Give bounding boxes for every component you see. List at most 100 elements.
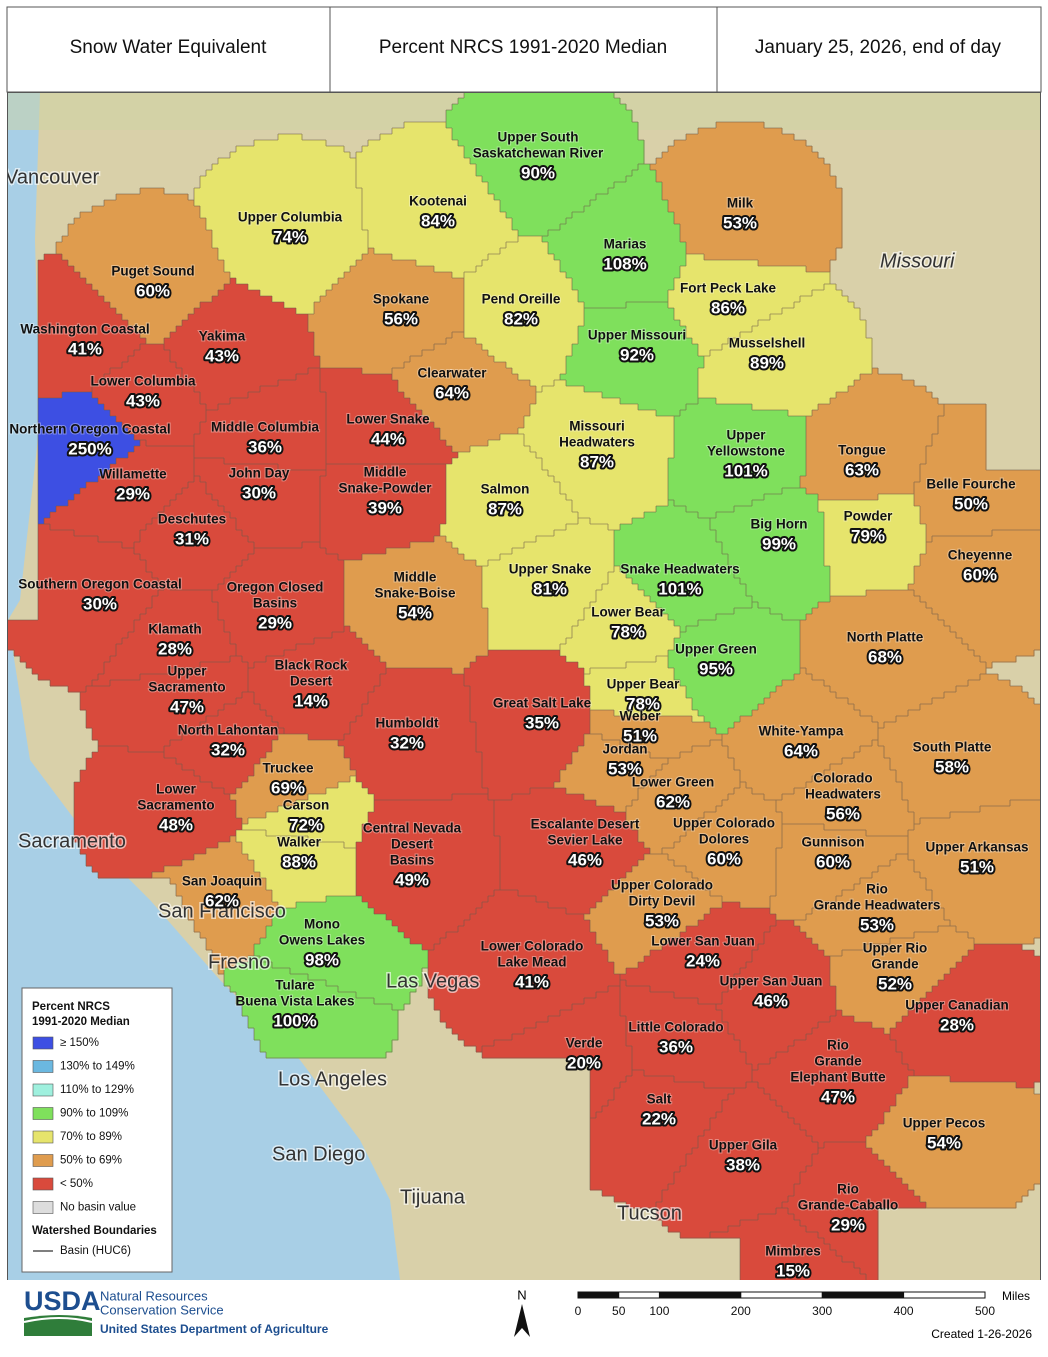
basin-layer <box>8 92 1040 1280</box>
basin-area <box>74 830 237 837</box>
basin-name: Oregon Closed <box>227 580 324 595</box>
basin-area <box>590 1100 609 1107</box>
basin-area <box>116 644 237 651</box>
basin-area <box>710 722 735 729</box>
basin-name: Deschutes <box>158 512 226 527</box>
basin-area <box>818 506 921 513</box>
basin-area <box>92 752 165 759</box>
basin-area <box>836 1010 843 1017</box>
basin-name: Upper Rio <box>863 941 928 956</box>
basin-area <box>902 1058 1040 1065</box>
basin-area <box>554 254 687 261</box>
place-name: Las Vegas <box>386 970 479 992</box>
basin-area <box>776 686 831 693</box>
basin-area <box>698 368 873 375</box>
basin-name: Upper San Juan <box>720 974 823 989</box>
basin-area <box>500 200 591 207</box>
basin-name: Humboldt <box>376 716 439 731</box>
basin-area <box>758 320 867 327</box>
basin-area <box>518 236 543 243</box>
basin-area <box>824 536 927 543</box>
basin-area <box>536 452 675 459</box>
basin-area <box>488 650 561 657</box>
basin-name: Tulare <box>275 978 315 993</box>
basin-area <box>680 224 843 231</box>
basin-area <box>854 380 915 387</box>
basin-area <box>242 1010 399 1017</box>
basin-area <box>200 476 321 483</box>
basin-area <box>488 896 537 903</box>
logo-stripe <box>23 1317 93 1323</box>
basin-area <box>866 944 975 951</box>
basin-area <box>446 110 633 117</box>
basin-area <box>650 986 729 993</box>
basin-percent: 48% <box>159 815 193 834</box>
basin-name: Buena Vista Lakes <box>235 994 354 1009</box>
basin-area <box>914 482 1040 489</box>
basin-area <box>278 908 375 915</box>
basin-area <box>38 566 147 573</box>
basin-area <box>668 146 813 153</box>
basin-area <box>80 848 207 855</box>
basin-area <box>332 632 357 639</box>
basin-name: Walker <box>277 835 322 850</box>
basin-area <box>548 902 597 909</box>
basin-area <box>170 350 315 357</box>
basin-area <box>38 560 147 567</box>
basin-area <box>920 512 1040 519</box>
basin-area <box>224 284 249 291</box>
basin-area <box>278 806 375 813</box>
basin-area <box>590 722 711 729</box>
basin-area <box>242 656 267 663</box>
basin-area <box>110 680 249 687</box>
basin-area <box>914 1004 1040 1011</box>
basin-area <box>794 1190 915 1197</box>
basin-area <box>920 554 1040 561</box>
basin-area <box>698 998 723 1005</box>
basin-area <box>482 1052 633 1059</box>
scale-label: 500 <box>975 1304 995 1318</box>
basin-area <box>326 896 363 903</box>
basin-area <box>356 866 501 873</box>
basin-area <box>536 896 603 903</box>
basin-area <box>122 542 135 549</box>
basin-area <box>74 788 225 795</box>
basin-area <box>590 1136 699 1143</box>
basin-area <box>638 962 747 969</box>
basin-area <box>890 938 975 945</box>
basin-area <box>344 602 483 609</box>
basin-area <box>716 806 777 813</box>
basin-area <box>656 602 753 609</box>
basin-percent: 92% <box>620 345 654 364</box>
basin-area <box>806 416 939 423</box>
scale-label: 50 <box>612 1304 626 1318</box>
legend-label: 130% to 149% <box>60 1061 135 1073</box>
basin-area <box>344 842 357 849</box>
basin-area <box>320 482 447 489</box>
basin-area <box>116 416 207 423</box>
basin-area <box>374 998 411 1005</box>
basin-area <box>698 512 717 519</box>
basin-area <box>38 272 81 279</box>
basin-area <box>824 1238 879 1245</box>
basin-area <box>824 512 921 519</box>
basin-area <box>500 842 645 849</box>
basin-area <box>806 422 939 429</box>
basin-name: Desert <box>391 837 434 852</box>
basin-area <box>344 596 483 603</box>
basin-area <box>596 1112 717 1119</box>
basin-area <box>542 464 669 471</box>
basin-area <box>260 938 411 945</box>
place-name: Missouri <box>880 250 955 272</box>
basin-area <box>482 752 573 759</box>
basin-area <box>722 902 741 909</box>
basin-area <box>248 392 327 399</box>
basin-area <box>332 284 465 291</box>
basin-area <box>320 494 447 501</box>
basin-area <box>578 662 627 669</box>
basin-area <box>176 326 309 333</box>
basin-area <box>968 680 1011 687</box>
basin-area <box>416 260 483 267</box>
basin-area <box>326 548 387 555</box>
basin-name: Kootenai <box>409 194 467 209</box>
